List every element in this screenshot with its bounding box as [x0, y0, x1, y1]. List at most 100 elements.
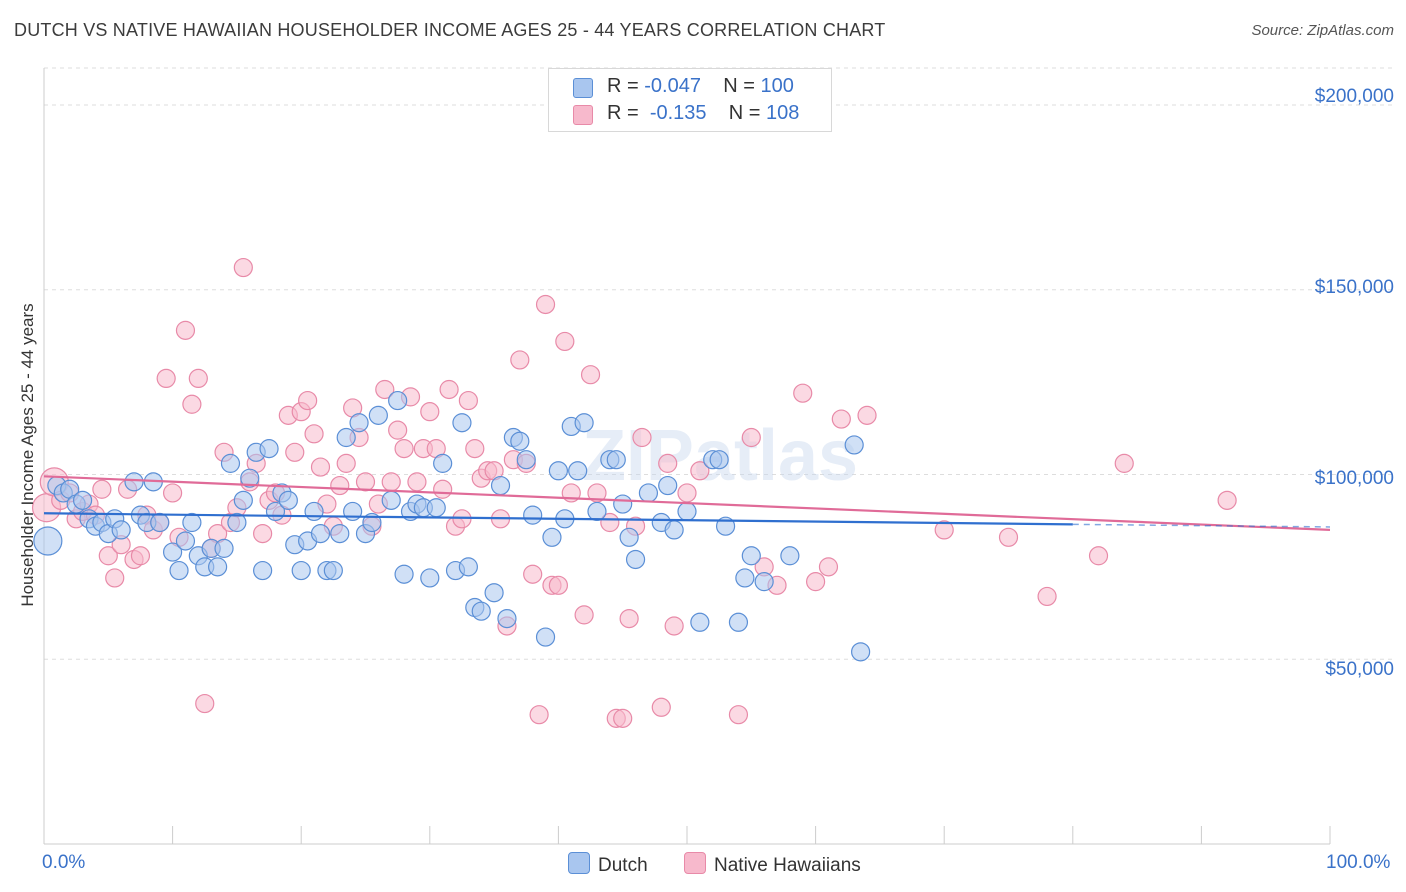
- dutch-point: [677, 501, 697, 522]
- hawaiian-point: [175, 320, 196, 340]
- dutch-point: [625, 549, 646, 570]
- dutch-point: [619, 527, 639, 547]
- hawaiian-point: [805, 572, 826, 592]
- hawaiian-point: [619, 608, 639, 629]
- dutch-point: [227, 512, 247, 533]
- legend: R = -0.047 N = 100 R = -0.135 N = 108: [548, 68, 832, 132]
- y-axis-label: Householder Income Ages 25 - 44 years: [18, 303, 37, 607]
- dutch-point: [484, 583, 504, 603]
- hawaiian-point: [407, 472, 427, 492]
- dutch-point: [214, 538, 234, 558]
- hawaiian-point: [523, 564, 543, 584]
- bottom-legend-hawaiian-label: Native Hawaiians: [714, 855, 861, 876]
- dutch-swatch: [568, 852, 590, 874]
- dutch-trendline-extension: [1072, 523, 1331, 528]
- hawaiian-point: [529, 705, 549, 725]
- hawaiian-point: [1217, 490, 1237, 510]
- dutch-point: [587, 501, 607, 522]
- hawaiian-point: [285, 442, 305, 462]
- hawaiian-point: [741, 427, 761, 448]
- dutch-point: [33, 526, 63, 556]
- hawaiian-point: [677, 483, 697, 503]
- hawaiian-point: [580, 365, 601, 385]
- dutch-point: [336, 427, 356, 448]
- dutch-point: [497, 608, 517, 629]
- legend-n-value: 108: [766, 102, 800, 124]
- bottom-legend-hawaiian: Native Hawaiians: [684, 852, 861, 877]
- dutch-point: [362, 512, 382, 533]
- hawaiian-point: [105, 568, 125, 588]
- hawaiian-point: [632, 427, 652, 448]
- dutch-point: [568, 461, 588, 481]
- dutch-point: [72, 490, 93, 510]
- legend-r-value: -0.047: [644, 75, 701, 97]
- trendlines: [43, 475, 1331, 532]
- hawaiian-point: [613, 708, 633, 728]
- axes: [43, 68, 1331, 845]
- grid-lines: [44, 67, 1394, 660]
- dutch-point: [658, 475, 678, 496]
- dutch-point: [523, 505, 543, 525]
- dutch-point: [163, 542, 183, 562]
- dutch-point: [516, 450, 536, 470]
- y-tick-label: $100,000: [1314, 468, 1394, 489]
- bottom-legend-dutch-label: Dutch: [598, 855, 648, 876]
- hawaiian-point: [1114, 453, 1134, 473]
- hawaiian-point: [394, 439, 414, 459]
- dutch-point: [458, 557, 478, 577]
- hawaiian-point: [420, 402, 440, 422]
- hawaiian-point: [310, 457, 331, 477]
- hawaiian-point: [998, 527, 1019, 547]
- hawaiian-point: [188, 368, 208, 388]
- hawaiian-point: [535, 294, 556, 315]
- dutch-point: [709, 450, 729, 470]
- chart-source: Source: ZipAtlas.com: [1251, 22, 1394, 39]
- dutch-point: [851, 642, 871, 662]
- dutch-point: [291, 560, 311, 581]
- dutch-point: [278, 490, 298, 510]
- hawaiian-point: [233, 257, 253, 278]
- dutch-point: [574, 413, 594, 433]
- dutch-point: [349, 413, 369, 433]
- hawaiian-point: [439, 379, 459, 400]
- dutch-point: [690, 612, 710, 632]
- dutch-point: [728, 612, 749, 632]
- dutch-point: [606, 450, 626, 470]
- dutch-point: [426, 498, 446, 518]
- dutch-point: [780, 546, 800, 566]
- dutch-point: [111, 520, 131, 540]
- dutch-point: [490, 475, 511, 496]
- dutch-point: [548, 461, 569, 481]
- y-tick-label: $50,000: [1325, 659, 1394, 680]
- hawaiian-point: [92, 479, 112, 499]
- dutch-point: [844, 435, 864, 455]
- hawaiian-point: [857, 405, 877, 425]
- dutch-point: [259, 439, 279, 459]
- hawaiian-point: [381, 472, 401, 492]
- hawaiian-point: [658, 453, 678, 473]
- legend-n-label: N =: [723, 75, 761, 97]
- hawaiian-point: [818, 557, 839, 577]
- hawaiian-point: [388, 420, 408, 440]
- hawaiian-point: [253, 523, 273, 544]
- hawaiian-point: [690, 461, 710, 481]
- hawaiian-point: [98, 546, 118, 566]
- dutch-point: [510, 431, 530, 451]
- chart-title: DUTCH VS NATIVE HAWAIIAN HOUSEHOLDER INC…: [14, 20, 886, 40]
- dutch-point: [452, 413, 472, 433]
- hawaiian-point: [156, 368, 176, 388]
- hawaiian-point: [130, 546, 151, 566]
- dutch-point: [253, 560, 273, 581]
- dutch-swatch: [573, 78, 593, 98]
- hawaiian-point: [465, 439, 485, 459]
- dutch-point: [169, 560, 189, 581]
- legend-r-label: R =: [607, 102, 645, 124]
- legend-n-label: N =: [728, 102, 767, 124]
- dutch-point: [150, 512, 170, 533]
- hawaiian-point: [555, 331, 575, 352]
- dutch-point: [664, 520, 684, 540]
- hawaiian-point: [433, 479, 453, 499]
- hawaiian-point: [298, 390, 318, 411]
- legend-r-label: R =: [607, 75, 645, 97]
- dutch-point: [394, 564, 414, 584]
